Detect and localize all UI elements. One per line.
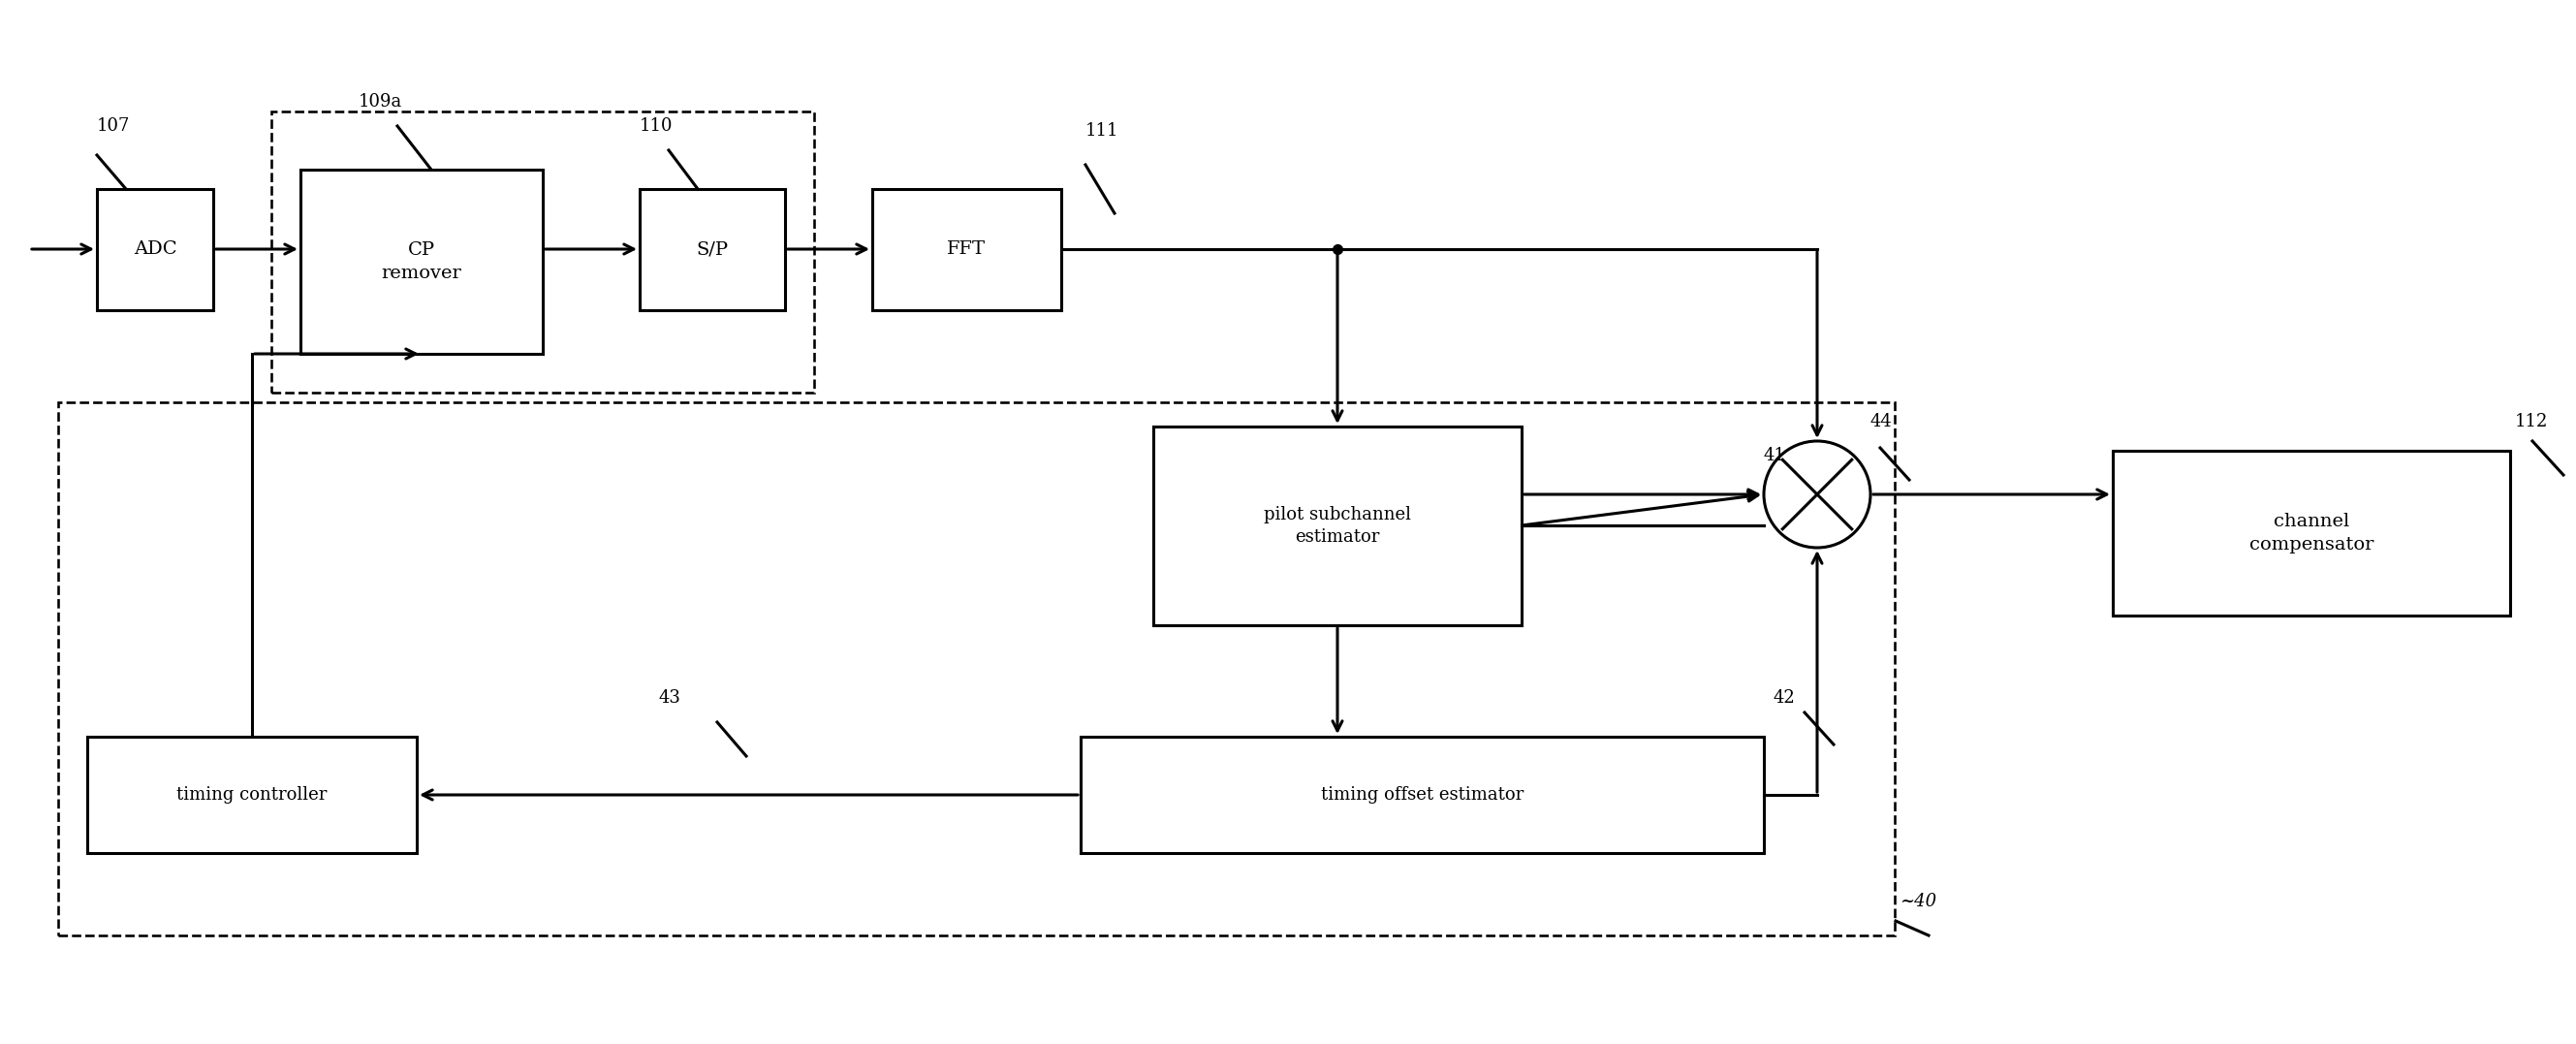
Text: 42: 42 [1772, 689, 1795, 707]
Text: 44: 44 [1870, 413, 1893, 430]
Text: channel
compensator: channel compensator [2249, 513, 2372, 553]
Text: 43: 43 [659, 689, 680, 707]
Bar [59, 402, 1896, 935]
Text: 111: 111 [1084, 122, 1118, 140]
Bar [1154, 427, 1522, 625]
Text: 107: 107 [98, 117, 131, 135]
Text: 110: 110 [639, 117, 672, 135]
Text: 109a: 109a [358, 93, 402, 111]
Text: FFT: FFT [948, 241, 987, 258]
Text: ~40: ~40 [1899, 893, 1937, 910]
Bar [98, 189, 214, 310]
Text: 41: 41 [1765, 447, 1785, 465]
Bar [639, 189, 786, 310]
Text: CP
remover: CP remover [381, 241, 461, 282]
Bar [88, 737, 417, 853]
Text: timing controller: timing controller [178, 786, 327, 804]
Text: 112: 112 [2514, 413, 2548, 430]
Text: ADC: ADC [134, 241, 178, 258]
Bar [1079, 737, 1765, 853]
Text: timing offset estimator: timing offset estimator [1321, 786, 1522, 804]
Bar [873, 189, 1061, 310]
Text: pilot subchannel
estimator: pilot subchannel estimator [1265, 505, 1412, 546]
Bar [301, 169, 544, 354]
Bar [270, 112, 814, 393]
Bar [2112, 451, 2509, 616]
Text: S/P: S/P [696, 241, 729, 258]
